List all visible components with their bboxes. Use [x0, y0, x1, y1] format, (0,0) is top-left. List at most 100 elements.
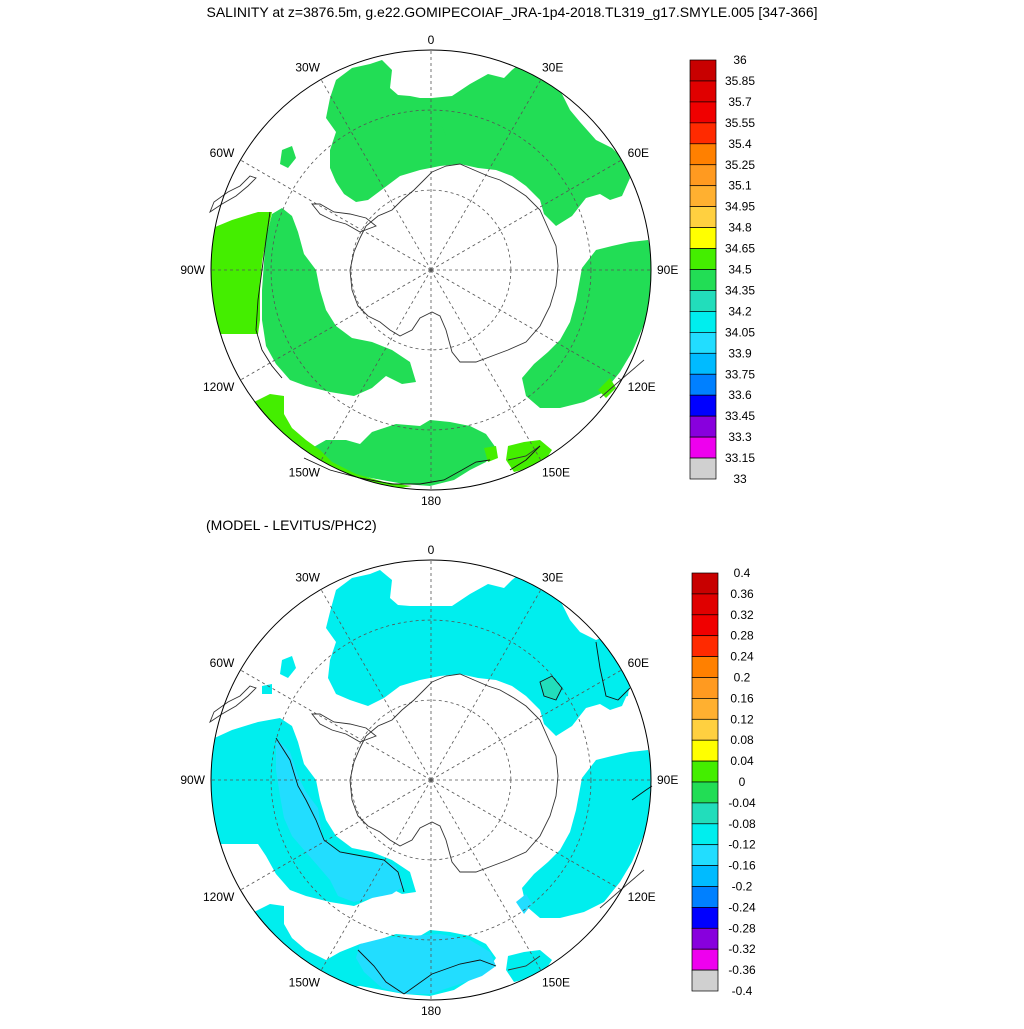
colorbar-swatch [689, 248, 717, 270]
colorbar-swatch [691, 698, 719, 720]
colorbar-swatch [689, 227, 717, 249]
colorbar-label: 34.5 [728, 263, 752, 277]
longitude-label-e90: 90E [657, 773, 678, 787]
colorbar-label: 33.9 [728, 346, 752, 360]
salinity-patch-cape [430, 126, 446, 142]
colorbar-label: -0.4 [732, 984, 753, 998]
colorbar-swatch [691, 739, 719, 762]
colorbar-label: 0.2 [734, 671, 751, 685]
colorbar-swatch [689, 101, 717, 124]
longitude-label-w30: 30W [295, 570, 320, 584]
contours-bottom [275, 641, 653, 995]
meridian-line [240, 669, 432, 781]
colorbar-swatch [689, 185, 717, 207]
colorbar-label: -0.08 [728, 817, 756, 831]
colorbar-label: -0.16 [728, 859, 756, 873]
colorbar-swatch [691, 927, 719, 950]
difference-map-panel: 0 30E 60E 90E 120E 150E 180 150W 120W 90W 60W 30W [180, 543, 678, 1018]
colorbar-label: 34.95 [725, 200, 755, 214]
salinity-region-atlantic [326, 60, 630, 226]
meridian-line [240, 779, 432, 891]
antarctic-peninsula-coastline [311, 713, 377, 743]
meridian-line [320, 79, 432, 271]
south-america-coastline [209, 175, 257, 214]
new-zealand-coastline [507, 445, 541, 461]
colorbar-swatch [689, 80, 717, 103]
colorbar-swatch [689, 143, 717, 166]
colorbar-swatch [691, 677, 719, 699]
colorbar-swatch [691, 635, 719, 657]
colorbar-swatch [691, 656, 719, 678]
meridian-line [430, 269, 622, 381]
colorbar-swatch [689, 332, 717, 354]
colorbar-swatch [689, 164, 717, 187]
colorbar-label: 35.4 [728, 137, 752, 151]
meridian-line [320, 269, 432, 461]
colorbar-swatch [691, 823, 719, 846]
longitude-label-w150: 150W [289, 976, 321, 990]
difference-region-negative-southeast-pacific [276, 738, 404, 902]
longitude-label-bottom: 180 [421, 1004, 441, 1018]
colorbar-swatch [691, 907, 719, 929]
longitude-label-e120: 120E [628, 380, 656, 394]
colorbar-label: 35.85 [725, 74, 755, 88]
colorbar-swatch [691, 844, 719, 866]
colorbar-label: 35.7 [728, 95, 752, 109]
colorbar-label: 0.24 [730, 650, 754, 664]
meridian-line [430, 159, 622, 271]
colorbar-swatch [691, 614, 719, 637]
meridian-line [240, 159, 432, 271]
colorbar-label: 0.08 [730, 733, 754, 747]
colorbar-label: 0.32 [730, 608, 754, 622]
colorbar-swatch [689, 311, 717, 333]
colorbar-swatch [691, 718, 719, 741]
longitude-labels-top: 0 30E 60E 90E 120E 150E 180 150W 120W 90W 60W 30W [180, 33, 678, 508]
colorbar-label: -0.04 [728, 796, 756, 810]
difference-region-negative-ross [356, 934, 496, 994]
colorbar-swatch [691, 802, 719, 825]
colorbar-swatch [689, 394, 717, 417]
colorbar-swatch [689, 457, 717, 480]
longitude-label-w90: 90W [180, 263, 205, 277]
longitude-label-w120: 120W [203, 380, 235, 394]
salinity-region-ross [312, 420, 496, 486]
colorbar-swatch [691, 572, 719, 595]
longitude-label-w60: 60W [210, 146, 235, 160]
difference-patch-wedge [262, 684, 272, 694]
salinity-region-pacific [262, 208, 416, 396]
colorbar-swatch [691, 760, 719, 783]
meridian-line [430, 779, 622, 891]
colorbar-swatch [689, 59, 717, 82]
colorbar-label: 0.16 [730, 691, 754, 705]
salinity-region-indian [522, 240, 651, 408]
south-america-coastline [209, 685, 257, 724]
longitude-label-w60: 60W [210, 656, 235, 670]
difference-panel-title: (MODEL - LEVITUS/PHC2) [206, 517, 377, 533]
new-zealand-coastline [507, 955, 541, 971]
longitude-label-e150: 150E [542, 976, 570, 990]
colorbar-swatch [691, 593, 719, 616]
map-boundary-bottom [210, 559, 652, 1001]
longitude-label-e30: 30E [542, 60, 563, 74]
longitude-label-e90: 90E [657, 263, 678, 277]
longitude-label-bottom: 180 [421, 494, 441, 508]
colorbar-label: -0.24 [728, 900, 756, 914]
colorbar-label: 0.12 [730, 712, 754, 726]
colorbar-label: 36 [733, 53, 747, 67]
colorbar-label: 35.1 [728, 179, 752, 193]
antarctica-coastline [349, 163, 559, 363]
salinity-patch-high-indian-edge [598, 378, 616, 398]
longitude-label-e60: 60E [628, 656, 649, 670]
longitude-label-top: 0 [428, 33, 435, 47]
colorbar-swatch [691, 948, 719, 971]
colorbar-label: 33.45 [725, 409, 755, 423]
map-boundary-top [210, 49, 652, 491]
colorbar-label: -0.12 [728, 838, 756, 852]
colorbar-label: -0.28 [728, 921, 756, 935]
colorbar-label: 0.4 [734, 566, 751, 580]
colorbar-label: 0.28 [730, 629, 754, 643]
meridian-line [430, 669, 622, 781]
colorbar-swatch [689, 373, 717, 396]
colorbar-swatch [689, 352, 717, 375]
